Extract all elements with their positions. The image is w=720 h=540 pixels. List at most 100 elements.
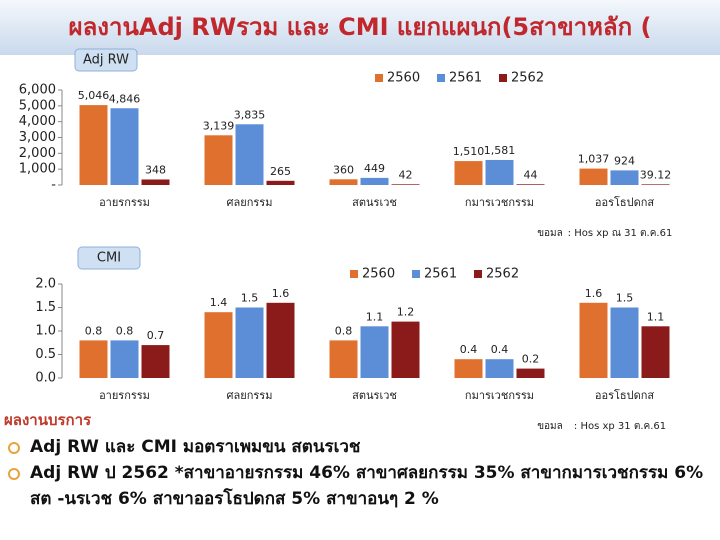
value-label: 5,046 [78,89,110,102]
source-note: ขอมล [537,228,563,239]
bar [141,345,170,378]
bar [266,302,295,378]
value-label: 0.7 [147,329,165,342]
y-tick-label: 3,000 [19,130,56,145]
bar [485,359,514,378]
value-label: 39.12 [640,168,672,181]
x-tick-label: อายรกรรม [99,196,150,209]
value-label: 0.2 [522,353,540,366]
page-title: ผลงานAdj RWรวม และ CMI แยกแผนก(5สาขาหลัก… [69,13,652,41]
bar [329,340,358,378]
bar [235,307,264,378]
x-tick-label: ศลยกรรม [227,196,273,209]
y-tick-label: 0.5 [35,347,56,362]
bar [204,135,233,185]
value-label: 1.2 [397,306,415,319]
legend-label: 2562 [511,71,544,86]
bar [610,170,639,185]
legend-swatch [474,270,482,278]
x-tick-label: ออรโธปดกส [595,195,655,209]
chart-label: Adj RW [83,53,129,68]
bar [391,184,420,185]
y-tick-label: 1,000 [19,162,56,177]
bullet: Adj RW ป 2562 *สาขาอายรกรรม 46% สาขาศลยก… [8,460,716,512]
legend-label: 2561 [449,71,482,86]
legend-swatch [437,74,445,82]
legend-label: 2562 [486,267,519,282]
y-tick-label: 1.0 [35,324,56,339]
value-label: 1.1 [647,310,665,323]
legend-swatch [412,270,420,278]
source-note: : Hos xp ณ 31 ต.ค.61 [568,228,673,239]
bar [110,340,139,378]
value-label: 1.6 [272,287,290,300]
value-label: 1.6 [585,287,603,300]
bar [360,177,389,185]
notes-heading: ผลงานบรการ [4,411,92,429]
value-label: 1.1 [366,310,384,323]
bar [266,180,295,185]
x-tick-label: กมารเวชกรรม [465,196,534,209]
value-label: 360 [333,163,354,176]
y-tick-label: 2,000 [19,146,56,161]
value-label: 0.8 [116,324,134,337]
value-label: 4,846 [109,92,141,105]
value-label: 1,510 [453,145,485,158]
bullet: Adj RW และ CMI มอตราเพมขน สตนรเวช [8,434,716,460]
source-note: ขอมล [537,421,563,432]
y-tick-label: 5,000 [19,98,56,113]
y-tick-label: 4,000 [19,114,56,129]
y-tick-label: 2.0 [35,277,56,292]
x-tick-label: กมารเวชกรรม [465,389,534,402]
legend-label: 2560 [387,71,420,86]
value-label: 44 [524,168,538,181]
legend-label: 2561 [424,267,457,282]
value-label: 449 [364,162,385,175]
x-tick-label: สตนรเวช [352,196,397,209]
legend-swatch [499,74,507,82]
x-tick-label: ออรโธปดกส [595,388,655,402]
chart-label: CMI [97,251,121,266]
x-tick-label: ศลยกรรม [227,389,273,402]
bar [79,105,108,185]
legend-swatch [375,74,383,82]
bar [454,359,483,378]
bar [485,159,514,185]
bar [516,368,545,378]
header-band [0,0,720,55]
chart-label-box [77,246,141,270]
value-label: 1.5 [616,292,634,305]
bar [454,161,483,185]
bar [579,302,608,378]
bar [641,184,670,185]
y-tick-label: - [51,178,56,193]
value-label: 1.4 [210,296,228,309]
bar [235,124,264,185]
bar [360,326,389,378]
legend-label: 2560 [362,267,395,282]
value-label: 0.4 [460,343,478,356]
value-label: 265 [270,165,291,178]
x-tick-label: อายรกรรม [99,389,150,402]
value-label: 1,037 [578,153,610,166]
bar [641,326,670,378]
bar [204,312,233,378]
value-label: 924 [614,154,635,167]
bar [579,168,608,185]
value-label: 0.4 [491,343,509,356]
bar [79,340,108,378]
bar [110,108,139,185]
value-label: 0.8 [85,324,103,337]
x-tick-label: สตนรเวช [352,389,397,402]
bar [141,179,170,185]
value-label: 1.5 [241,292,259,305]
y-tick-label: 0.0 [35,371,56,386]
bar [610,307,639,378]
value-label: 3,139 [203,119,235,132]
bar [329,179,358,185]
source-note: : Hos xp 31 ต.ค.61 [574,421,666,432]
notes: ผลงานบรการ Adj RW และ CMI มอตราเพมขน สตน… [4,408,716,512]
value-label: 3,835 [234,108,266,121]
